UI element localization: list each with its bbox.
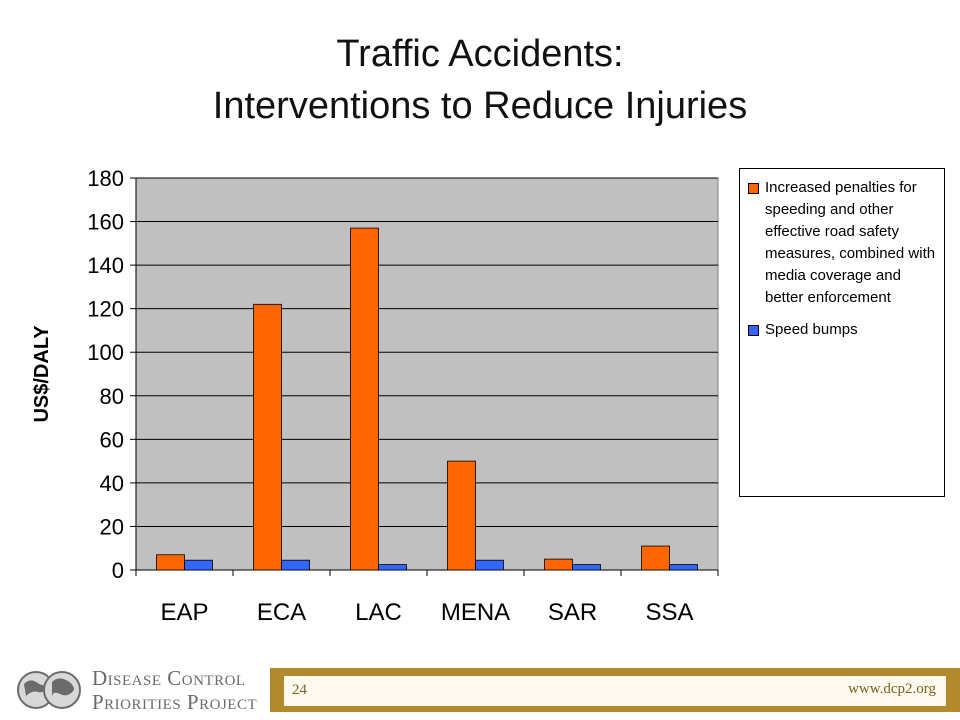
footer-band-inner: [284, 676, 946, 706]
y-tick-label-160: 160: [87, 210, 124, 235]
y-tick-label-140: 140: [87, 253, 124, 278]
y-tick-label-0: 0: [112, 558, 124, 583]
x-tick-label-sar: SAR: [548, 599, 597, 626]
globe-logo-icon: [17, 671, 81, 709]
bar-chart: 0 20 40 60 80 100 120 140 160 180 US$/DALY EAP ECA LA…: [31, 166, 719, 626]
y-axis-label: US$/DALY: [31, 325, 53, 423]
bar-eap-series-1: [184, 559, 213, 571]
bar-sar-series-0: [544, 558, 573, 571]
bar-sar-series-1: [572, 564, 601, 571]
slide-title-line2: Interventions to Reduce Injuries: [212, 85, 748, 127]
slide-title-line1: Traffic Accidents:: [336, 33, 624, 75]
logo-text: Disease Control Priorities Project: [92, 666, 272, 714]
slide-footer: Disease Control Priorities Project 24 ww…: [0, 660, 960, 720]
bar-lac-series-1: [378, 564, 407, 571]
bar-mena-series-1: [475, 559, 504, 571]
logo-text-line1: Disease Control: [92, 666, 246, 690]
y-tick-label-100: 100: [87, 340, 124, 365]
bar-lac-series-0: [350, 227, 379, 571]
logo-text-line2: Priorities Project: [92, 690, 258, 714]
x-tick-label-eca: ECA: [257, 599, 306, 626]
legend-label-speed-bumps: Speed bumps: [765, 321, 858, 338]
y-tick-label-20: 20: [100, 514, 124, 539]
x-tick-label-ssa: SSA: [645, 599, 693, 626]
legend-item-speed-bumps: Speed bumps: [748, 319, 938, 341]
legend-swatch-speed-bumps: [748, 325, 759, 336]
y-tick-label-80: 80: [100, 384, 124, 409]
bar-eap-series-0: [156, 554, 185, 571]
x-tick-label-eap: EAP: [160, 599, 208, 626]
x-tick-label-lac: LAC: [355, 599, 402, 626]
legend-label-penalties: Increased penalties for speeding and oth…: [765, 179, 936, 306]
bar-ssa-series-1: [669, 564, 698, 571]
slide-title: Traffic Accidents: Interventions to Redu…: [0, 28, 960, 132]
legend-item-penalties: Increased penalties for speeding and oth…: [748, 177, 938, 309]
y-tick-label-180: 180: [87, 166, 124, 191]
y-tick-label-60: 60: [100, 427, 124, 452]
legend-swatch-penalties: [748, 183, 759, 194]
y-tick-label-40: 40: [100, 471, 124, 496]
y-tick-label-120: 120: [87, 297, 124, 322]
chart-legend: Increased penalties for speeding and oth…: [739, 168, 945, 497]
bar-eca-series-0: [253, 303, 282, 571]
x-tick-label-mena: MENA: [441, 599, 510, 626]
bar-mena-series-0: [447, 460, 476, 571]
page-number: 24: [292, 682, 307, 698]
website-link[interactable]: www.dcp2.org: [848, 681, 936, 697]
bar-ssa-series-0: [641, 545, 670, 571]
plot-area: [135, 177, 719, 571]
bar-eca-series-1: [281, 559, 310, 571]
